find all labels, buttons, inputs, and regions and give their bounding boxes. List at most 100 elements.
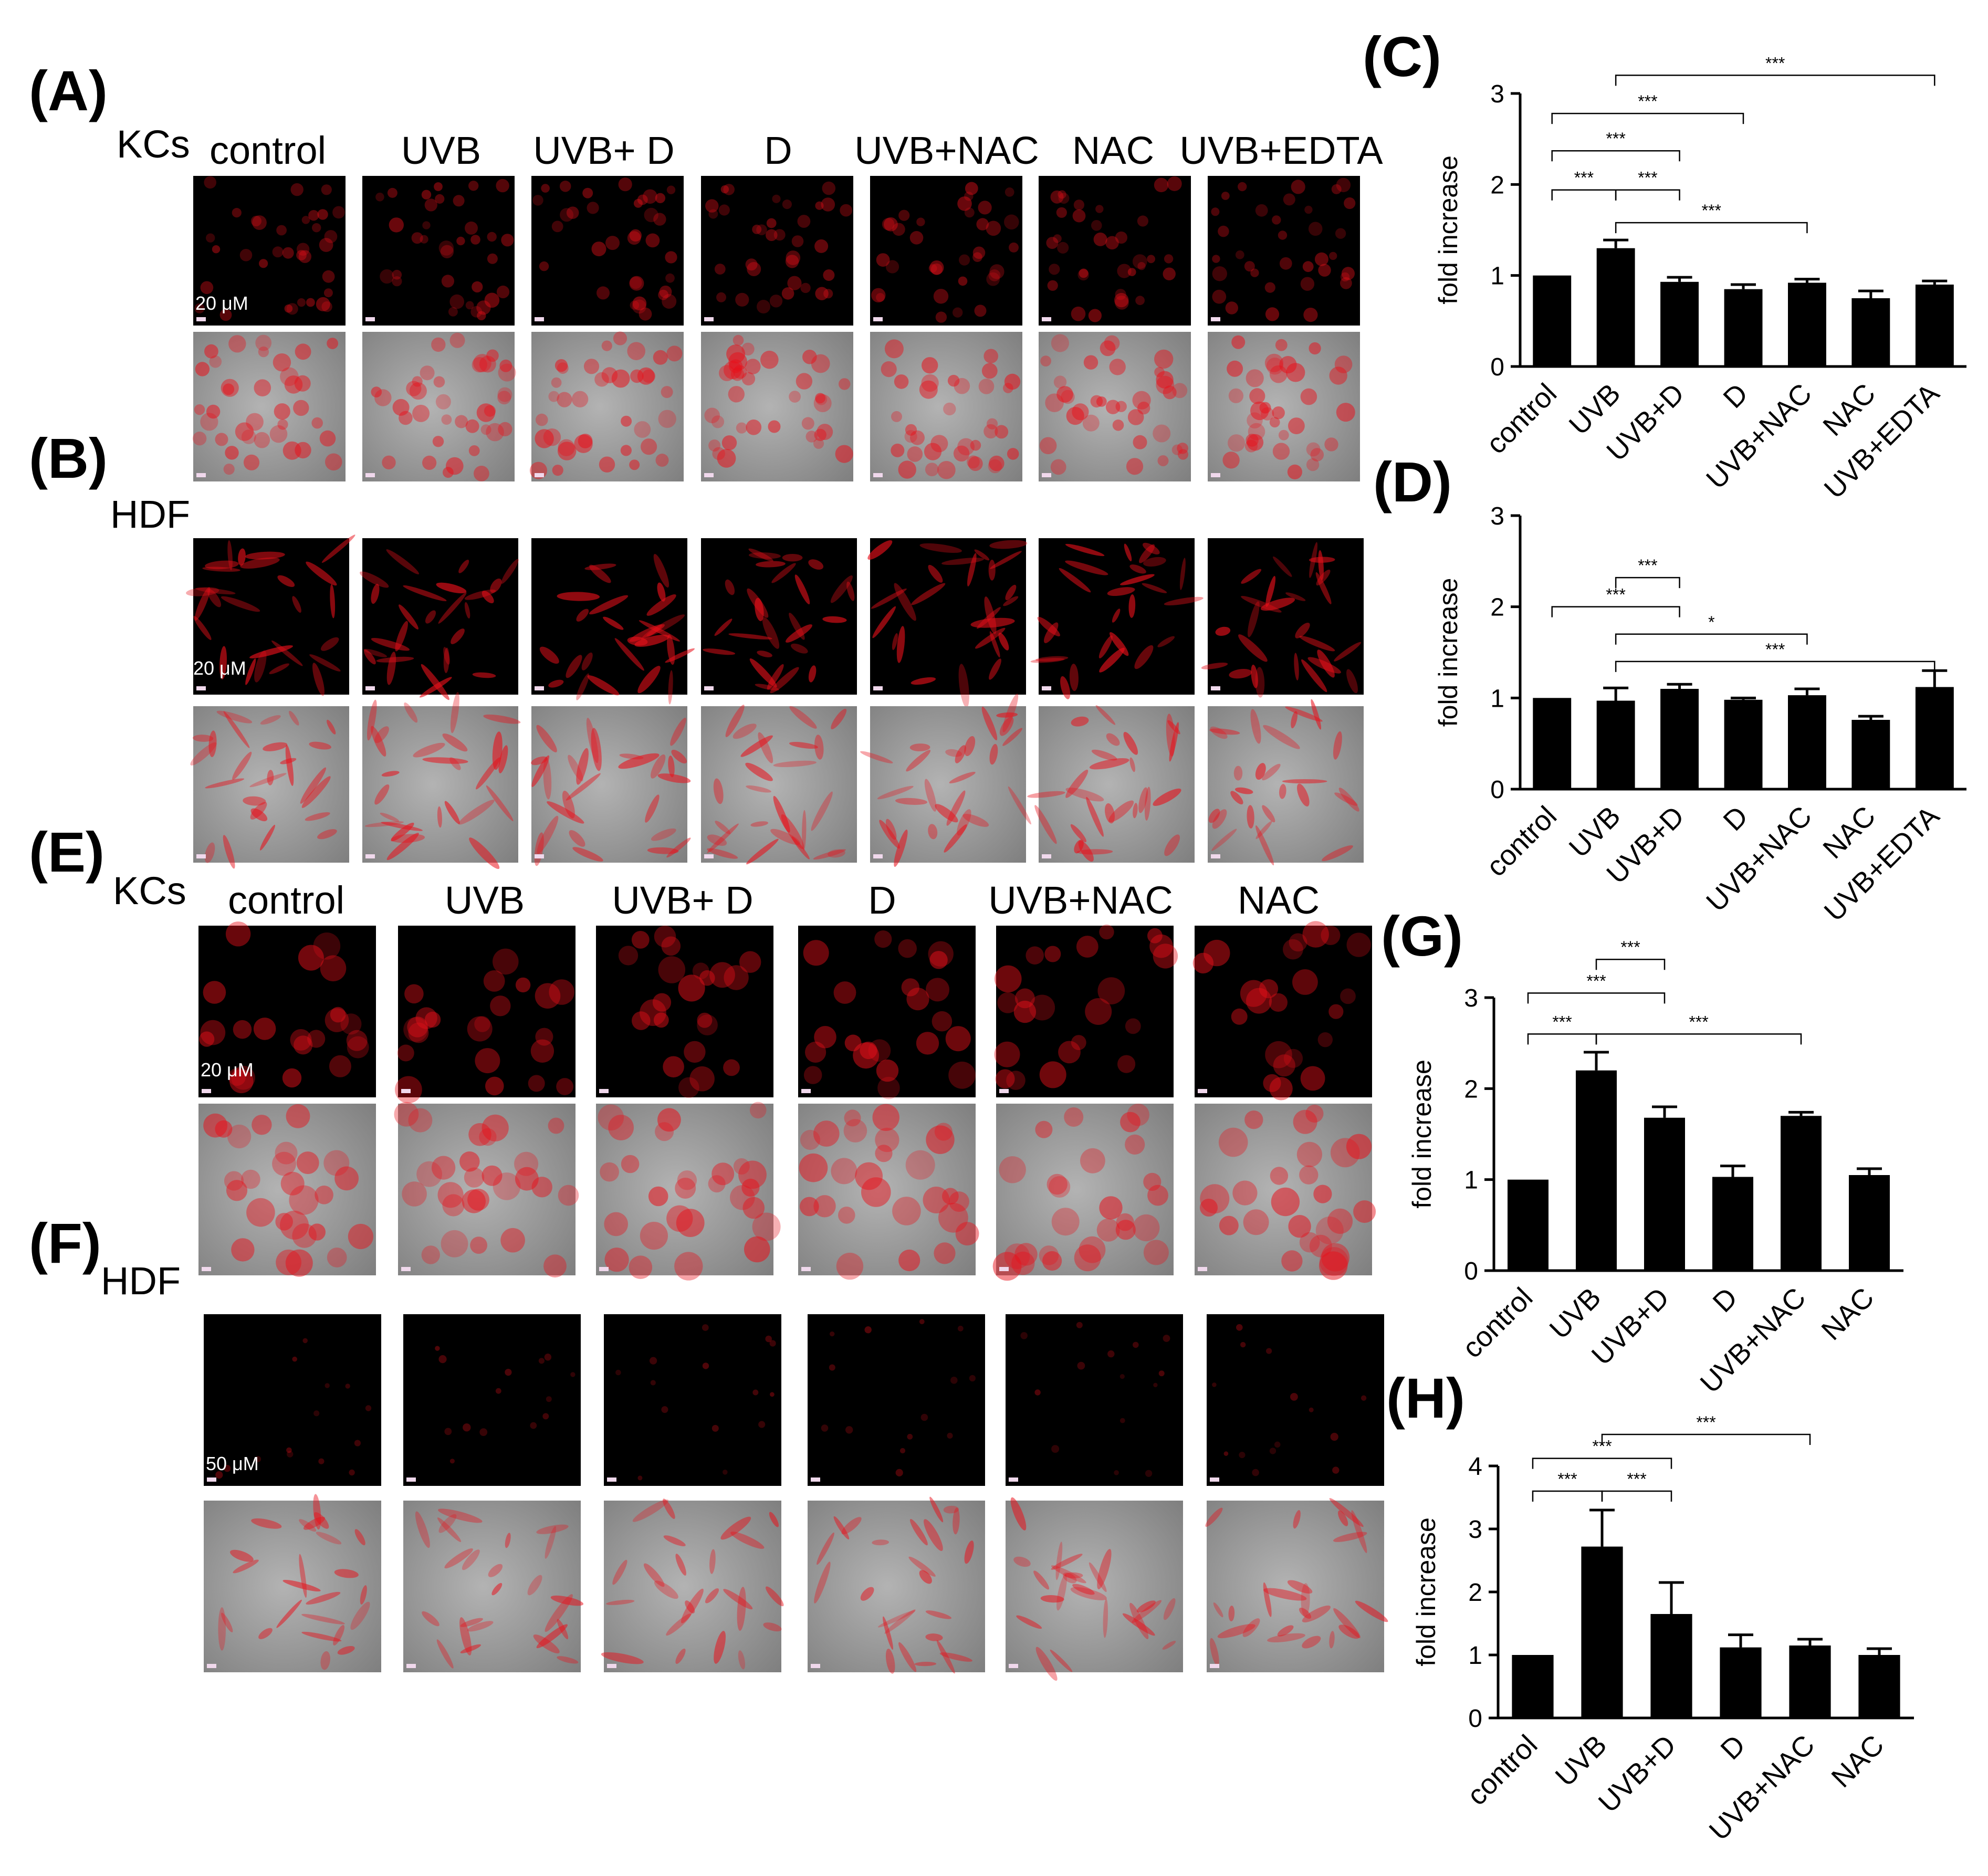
cell-mark [205, 560, 239, 570]
cell-mark [286, 1447, 292, 1453]
significance-label: *** [1620, 938, 1640, 957]
cell-mark [275, 1141, 298, 1165]
cell-mark [1279, 784, 1286, 799]
cell-mark [441, 275, 455, 288]
cell-mark [470, 306, 483, 318]
scale-bar [999, 1089, 1009, 1093]
micrograph-bg [1006, 1501, 1183, 1672]
cell-mark [929, 260, 944, 275]
cell-mark [768, 420, 781, 433]
cell-mark [539, 261, 549, 271]
scale-bar [811, 1664, 820, 1668]
cell-mark [644, 207, 658, 223]
y-tick-label: 1 [1490, 685, 1504, 712]
cell-mark [983, 349, 998, 364]
cell-mark [1114, 1470, 1119, 1475]
cell-mark [1100, 340, 1116, 357]
cell-mark [1333, 731, 1342, 760]
cell-mark [876, 293, 885, 302]
scale-bar [202, 1267, 211, 1271]
cell-mark [813, 1120, 840, 1147]
cell-mark [443, 647, 449, 674]
cell-mark [1065, 769, 1089, 798]
cell-mark [243, 796, 266, 806]
panel-letter-f: (F) [29, 1211, 101, 1275]
bar-nac [1851, 298, 1890, 366]
cell-mark [658, 289, 668, 300]
cell-mark [746, 839, 779, 865]
cell-mark [1154, 177, 1169, 193]
cell-mark [629, 624, 665, 642]
cell-mark [482, 1114, 509, 1141]
cell-mark [685, 1600, 695, 1613]
y-tick-label: 2 [1464, 1075, 1478, 1103]
cell-mark [424, 198, 437, 212]
cell-mark [386, 652, 396, 685]
cell-mark [200, 281, 214, 295]
cell-mark [1142, 542, 1160, 555]
cell-mark [550, 1595, 584, 1606]
cell-mark [958, 276, 968, 286]
cell-mark [962, 813, 989, 827]
cell-mark [583, 359, 600, 374]
cell-mark [479, 1428, 488, 1437]
cell-mark [1132, 254, 1147, 269]
cell-mark [1250, 709, 1261, 744]
cell-mark [1099, 1196, 1123, 1220]
cell-mark [1105, 803, 1115, 824]
scale-label-f: 50 μM [206, 1453, 259, 1474]
cell-mark [615, 1369, 621, 1376]
cell-mark [586, 718, 599, 763]
cell-mark [605, 236, 620, 250]
cell-mark [1211, 829, 1237, 851]
cell-mark [875, 1127, 899, 1152]
cell-mark [1020, 1332, 1028, 1339]
cell-mark [230, 1549, 254, 1562]
cell-mark [1089, 758, 1129, 770]
cell-mark [728, 633, 772, 640]
cell-mark [1135, 296, 1145, 306]
cell-mark [501, 559, 519, 584]
cell-mark [317, 209, 328, 220]
cell-mark [957, 1325, 964, 1332]
scale-bar [873, 317, 883, 321]
micrograph-e-fluor-5 [994, 924, 1178, 1097]
significance-label: *** [1689, 1012, 1708, 1031]
cell-mark [1292, 969, 1318, 995]
header-a-uvb-nac: UVB+NAC [854, 129, 1039, 172]
micrograph-bg [193, 176, 346, 326]
cell-mark [653, 213, 666, 226]
cell-mark [1331, 184, 1342, 194]
cell-mark [442, 1194, 465, 1217]
cell-mark [566, 655, 582, 678]
cell-mark [967, 553, 977, 586]
bar-uvb [1596, 248, 1635, 366]
cell-mark [1269, 417, 1280, 428]
cell-mark [855, 1162, 883, 1190]
cell-mark [805, 1041, 826, 1063]
cell-mark [255, 1456, 261, 1462]
cell-mark [789, 391, 801, 403]
cell-mark [225, 446, 239, 460]
micrograph-bg [1208, 176, 1360, 326]
cell-mark [465, 301, 474, 310]
category-label: control [1480, 800, 1563, 883]
cell-mark [251, 1518, 282, 1529]
cell-mark [569, 830, 585, 847]
category-label: control [1461, 1729, 1543, 1811]
cell-mark [226, 1180, 248, 1201]
cell-mark [1205, 1507, 1223, 1527]
category-label: UVB+D [1593, 1729, 1682, 1819]
scale-bar [196, 317, 206, 321]
cell-mark [814, 239, 829, 253]
cell-mark [1286, 363, 1305, 382]
cell-mark [186, 587, 219, 596]
cell-mark [885, 1649, 895, 1674]
cell-mark [496, 285, 510, 299]
cell-mark [894, 583, 916, 621]
panel-letter-b: (B) [29, 426, 108, 490]
cell-mark [1231, 335, 1246, 349]
cell-mark [1300, 388, 1317, 405]
cell-mark [882, 218, 895, 230]
cell-mark [637, 666, 661, 694]
